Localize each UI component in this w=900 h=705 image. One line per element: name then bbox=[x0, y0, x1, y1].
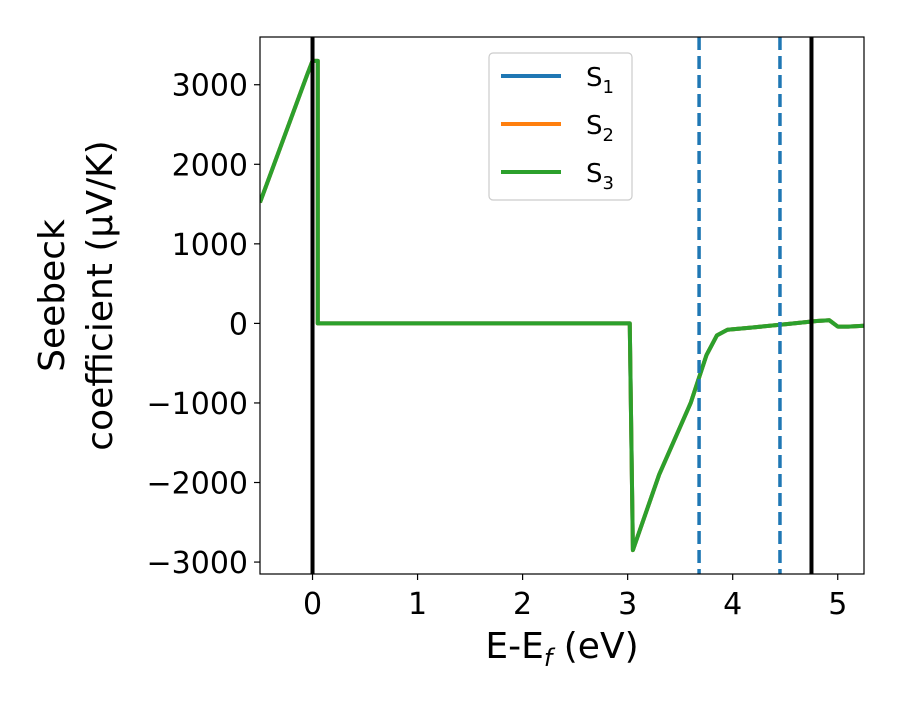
series-line-3 bbox=[260, 58, 864, 553]
x-tick-label: 2 bbox=[513, 587, 532, 622]
x-tick-label: 4 bbox=[723, 587, 742, 622]
x-axis-title: E-Ef (eV) bbox=[485, 626, 638, 672]
y-tick-label: 2000 bbox=[172, 148, 248, 183]
legend: S1 S2 S3 bbox=[488, 52, 633, 201]
y-tick-label: −3000 bbox=[147, 546, 248, 581]
y-tick-label: −1000 bbox=[147, 387, 248, 422]
y-tick-label: 1000 bbox=[172, 228, 248, 263]
x-axis-ticks: 0 1 2 3 4 5 bbox=[303, 574, 847, 622]
y-tick-label: −2000 bbox=[147, 467, 248, 502]
x-tick-label: 5 bbox=[828, 587, 847, 622]
x-tick-label: 0 bbox=[303, 587, 322, 622]
vertical-lines-layer bbox=[310, 37, 814, 574]
series-layer bbox=[260, 58, 864, 553]
y-axis-title-line1: Seebeck bbox=[32, 219, 73, 372]
x-axis-title-unit: (eV) bbox=[552, 626, 638, 667]
x-axis-title-main: E-E bbox=[485, 626, 543, 667]
y-tick-label: 0 bbox=[229, 307, 248, 342]
y-axis-title-line2: coefficient (μV/K) bbox=[80, 140, 121, 450]
legend-label-3: S3 bbox=[586, 159, 614, 194]
y-tick-label: 3000 bbox=[172, 69, 248, 104]
legend-label-1: S1 bbox=[586, 63, 614, 98]
plot-frame bbox=[259, 36, 865, 575]
legend-box bbox=[488, 52, 633, 201]
y-axis-ticks: 3000 2000 1000 0 −1000 −2000 −3000 bbox=[147, 69, 260, 581]
x-tick-label: 3 bbox=[618, 587, 637, 622]
legend-label-2: S2 bbox=[586, 111, 614, 146]
x-tick-label: 1 bbox=[408, 587, 427, 622]
